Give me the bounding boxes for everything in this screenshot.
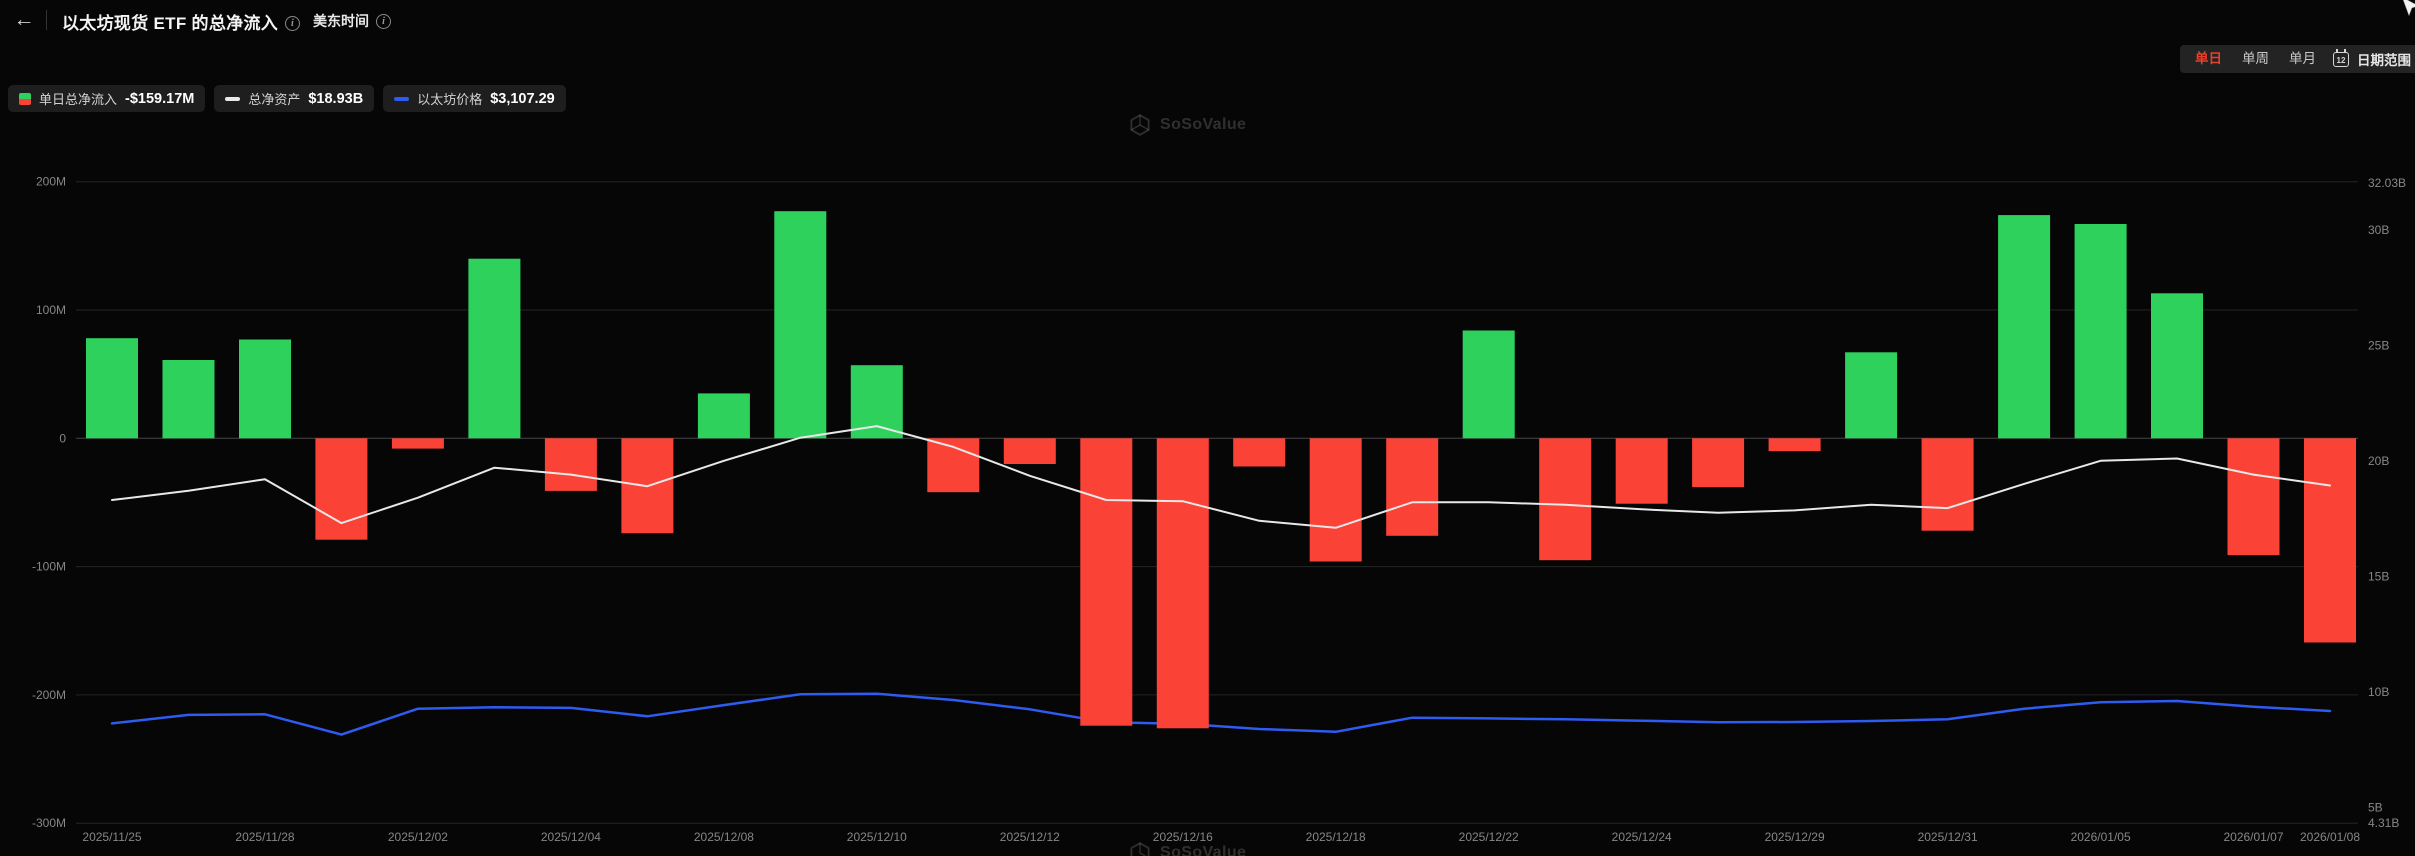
- right-axis-tick-label: 4.31B: [2368, 816, 2399, 830]
- netflow-bar[interactable]: [1309, 438, 1362, 562]
- netflow-bar[interactable]: [1003, 438, 1056, 464]
- left-axis-tick-label: -200M: [32, 688, 66, 702]
- netflow-bar[interactable]: [1233, 438, 1286, 467]
- period-tab-monthly[interactable]: 单月: [2289, 51, 2316, 66]
- net-assets-line: [111, 425, 2332, 529]
- netflow-bar[interactable]: [391, 438, 444, 449]
- x-axis-date-label: 2026/01/07: [2223, 830, 2283, 844]
- x-axis-date-label: 2025/12/10: [847, 830, 907, 844]
- netflow-bar[interactable]: [1921, 438, 1974, 531]
- title-info-icon[interactable]: [285, 16, 301, 32]
- right-axis-tick-label: 32.03B: [2368, 176, 2406, 190]
- legend-item-total-net-assets[interactable]: 总净资产 $18.93B: [214, 85, 375, 112]
- right-axis-tick-label: 20B: [2368, 454, 2389, 468]
- legend-value: $3,107.29: [490, 90, 555, 107]
- x-axis-date-label: 2026/01/08: [2300, 830, 2360, 844]
- calendar-icon: 12: [2333, 48, 2349, 67]
- right-axis-tick-label: 5B: [2368, 800, 2383, 814]
- x-axis-date-label: 2025/12/24: [1612, 830, 1672, 844]
- x-axis-date-label: 2025/12/02: [388, 830, 448, 844]
- netflow-bar[interactable]: [1845, 352, 1898, 439]
- mouse-cursor: [2402, 0, 2415, 17]
- netflow-bar[interactable]: [1615, 438, 1668, 504]
- chart-legend: 单日总净流入 -$159.17M 总净资产 $18.93B 以太坊价格 $3,1…: [8, 85, 566, 112]
- netflow-bar[interactable]: [1768, 438, 1821, 452]
- netflow-bar[interactable]: [1539, 438, 1592, 561]
- x-axis-date-label: 2025/12/16: [1153, 830, 1213, 844]
- left-axis-tick-label: 100M: [36, 303, 66, 317]
- x-axis-date-label: 2025/12/31: [1918, 830, 1978, 844]
- x-axis-date-label: 2025/11/25: [82, 830, 141, 844]
- right-axis-tick-label: 15B: [2368, 569, 2389, 583]
- netflow-bar[interactable]: [1386, 438, 1439, 536]
- eth-price-line: [110, 692, 2332, 736]
- back-button[interactable]: ←: [13, 8, 35, 31]
- date-range-button[interactable]: 12 日期范围: [2322, 45, 2415, 73]
- timezone-info-icon[interactable]: [376, 13, 391, 29]
- legend-value: -$159.17M: [125, 90, 195, 107]
- left-axis-tick-label: -300M: [32, 816, 66, 830]
- period-tab-daily[interactable]: 单日: [2195, 51, 2222, 66]
- page-title-text: 以太坊现货 ETF 的总净流入: [62, 14, 279, 33]
- right-axis-tick-label: 25B: [2368, 338, 2389, 352]
- netflow-bar[interactable]: [1692, 438, 1745, 488]
- blue-line-swatch-icon: [394, 96, 410, 101]
- netflow-bar[interactable]: [2074, 224, 2127, 439]
- header-divider: [46, 10, 47, 30]
- left-axis-tick-label: -100M: [32, 560, 66, 574]
- date-range-label: 日期范围: [2357, 53, 2411, 68]
- netflow-bar[interactable]: [850, 365, 903, 439]
- x-axis-date-label: 2026/01/05: [2071, 830, 2131, 844]
- legend-label: 单日总净流入: [39, 92, 118, 107]
- netflow-bar[interactable]: [1156, 438, 1209, 729]
- netflow-bar[interactable]: [1080, 438, 1133, 726]
- period-tab-weekly[interactable]: 单周: [2242, 51, 2269, 66]
- green-red-bar-swatch-icon: [19, 92, 31, 105]
- netflow-bar[interactable]: [697, 393, 750, 439]
- netflow-bar[interactable]: [86, 338, 138, 439]
- left-axis-tick-label: 200M: [36, 175, 66, 189]
- x-axis-date-label: 2025/12/18: [1306, 830, 1366, 844]
- legend-label: 总净资产: [248, 92, 301, 107]
- x-axis-date-label: 2025/12/04: [541, 830, 601, 844]
- right-axis-tick-label: 30B: [2368, 223, 2389, 237]
- netflow-bar[interactable]: [2304, 438, 2356, 643]
- legend-item-eth-price[interactable]: 以太坊价格 $3,107.29: [383, 85, 566, 112]
- netflow-bar[interactable]: [162, 360, 215, 439]
- netflow-bar[interactable]: [2227, 438, 2280, 556]
- right-axis-tick-label: 10B: [2368, 685, 2389, 699]
- left-axis-tick-label: 0: [59, 431, 66, 445]
- netflow-bar[interactable]: [774, 211, 827, 439]
- x-axis-date-label: 2025/12/29: [1765, 830, 1825, 844]
- netflow-bar[interactable]: [1998, 215, 2051, 439]
- legend-label: 以太坊价格: [417, 92, 483, 107]
- netflow-bar[interactable]: [544, 438, 597, 491]
- x-axis-date-label: 2025/12/08: [694, 830, 754, 844]
- period-segmented-control: 单日 单周 单月: [2180, 45, 2331, 73]
- x-axis-date-label: 2025/12/12: [1000, 830, 1060, 844]
- legend-value: $18.93B: [308, 90, 364, 107]
- header-bar: ← 以太坊现货 ETF 的总净流入 美东时间: [0, 0, 2415, 42]
- netflow-bar[interactable]: [1462, 330, 1515, 439]
- page-title: 以太坊现货 ETF 的总净流入: [62, 9, 301, 34]
- netflow-bar[interactable]: [239, 339, 291, 439]
- white-line-swatch-icon: [225, 96, 241, 101]
- x-axis-date-label: 2025/12/22: [1459, 830, 1519, 844]
- netflow-bar[interactable]: [468, 258, 521, 439]
- netflow-bar[interactable]: [315, 438, 368, 540]
- timezone-text: 美东时间: [313, 13, 369, 29]
- legend-item-daily-netflow[interactable]: 单日总净流入 -$159.17M: [8, 85, 206, 112]
- netflow-bar[interactable]: [2151, 293, 2203, 439]
- timezone-label: 美东时间: [313, 11, 391, 31]
- x-axis-date-label: 2025/11/28: [235, 830, 294, 844]
